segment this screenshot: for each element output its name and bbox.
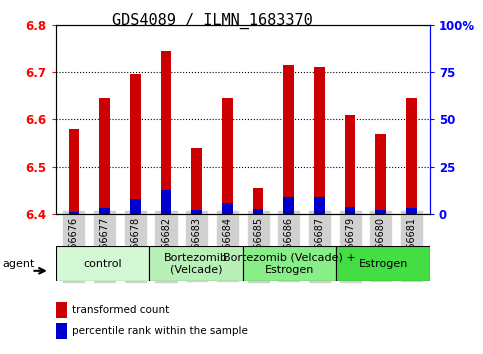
- Bar: [130, 199, 141, 214]
- Bar: [56, 246, 149, 281]
- Bar: [375, 134, 386, 214]
- Bar: [345, 207, 355, 214]
- Text: Estrogen: Estrogen: [358, 259, 408, 269]
- Text: transformed count: transformed count: [72, 305, 170, 315]
- Text: percentile rank within the sample: percentile rank within the sample: [72, 326, 248, 336]
- Bar: [69, 129, 79, 214]
- Bar: [253, 188, 263, 214]
- Bar: [56, 323, 67, 339]
- Bar: [56, 302, 67, 318]
- Bar: [406, 209, 417, 214]
- Bar: [149, 246, 242, 281]
- Bar: [99, 209, 110, 214]
- Text: agent: agent: [2, 259, 35, 269]
- Bar: [161, 51, 171, 214]
- Bar: [314, 197, 325, 214]
- Bar: [314, 67, 325, 214]
- Bar: [375, 210, 386, 214]
- Bar: [161, 189, 171, 214]
- Text: GDS4089 / ILMN_1683370: GDS4089 / ILMN_1683370: [112, 12, 313, 29]
- Bar: [345, 115, 355, 214]
- Bar: [99, 98, 110, 214]
- Bar: [284, 65, 294, 214]
- Bar: [336, 246, 430, 281]
- Bar: [130, 74, 141, 214]
- Text: Bortezomib
(Velcade): Bortezomib (Velcade): [164, 253, 228, 275]
- Bar: [191, 210, 202, 214]
- Bar: [406, 98, 417, 214]
- Text: Bortezomib (Velcade) +
Estrogen: Bortezomib (Velcade) + Estrogen: [223, 253, 356, 275]
- Bar: [222, 98, 233, 214]
- Bar: [253, 210, 263, 214]
- Bar: [191, 148, 202, 214]
- Text: control: control: [83, 259, 122, 269]
- Bar: [284, 197, 294, 214]
- Bar: [69, 212, 79, 214]
- Bar: [242, 246, 336, 281]
- Bar: [222, 203, 233, 214]
